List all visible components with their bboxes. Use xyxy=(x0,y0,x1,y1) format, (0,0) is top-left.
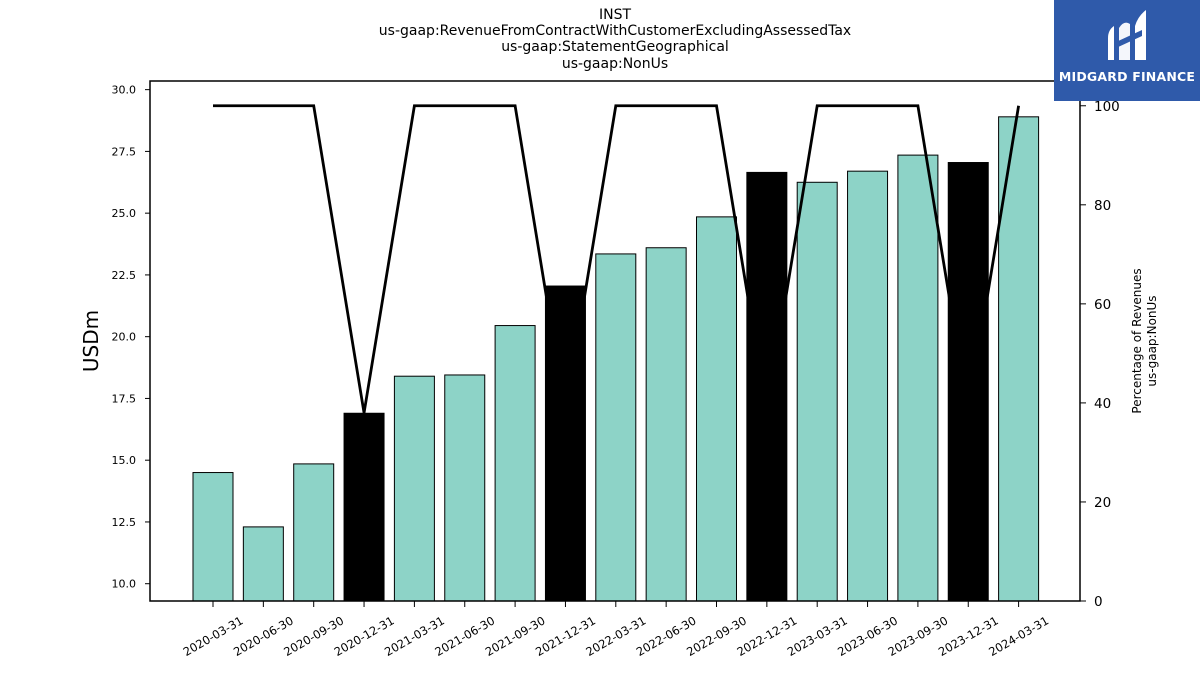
y-tick-label: 25.0 xyxy=(112,207,137,220)
y2-axis-label-line-1: Percentage of Revenues xyxy=(1130,268,1144,413)
chart-title-line-2: us-gaap:RevenueFromContractWithCustomerE… xyxy=(378,23,852,39)
y-tick-label: 20.0 xyxy=(112,331,137,344)
y-tick-label: 15.0 xyxy=(112,454,137,467)
bar-2020-09-30 xyxy=(293,463,335,602)
y2-tick-label: 20 xyxy=(1094,495,1111,511)
chart-title-line-4: us-gaap:NonUs xyxy=(561,56,669,72)
bar-2023-03-31 xyxy=(796,181,838,602)
y-tick-label: 30.0 xyxy=(112,84,137,97)
y2-axis-label-line-2: us-gaap:NonUs xyxy=(1145,295,1159,386)
y-tick-label: 17.5 xyxy=(112,392,137,405)
bar-2024-03-31 xyxy=(998,116,1040,602)
logo-text: MIDGARD FINANCE xyxy=(1058,69,1196,84)
y2-tick-label: 60 xyxy=(1094,297,1111,313)
midgard-logo-icon xyxy=(1108,10,1146,61)
bar-2022-12-31 xyxy=(746,171,788,602)
bar-2022-03-31 xyxy=(595,253,637,602)
y2-tick-label: 40 xyxy=(1094,396,1111,412)
y-axis-label: USDm xyxy=(79,310,103,372)
bar-2021-06-30 xyxy=(444,374,486,602)
bar-2023-09-30 xyxy=(897,154,939,602)
bar-2023-06-30 xyxy=(847,170,889,602)
bar-2023-12-31 xyxy=(947,162,989,602)
bar-2022-09-30 xyxy=(696,216,737,602)
y2-tick-label: 80 xyxy=(1094,198,1111,214)
y-tick-label: 27.5 xyxy=(112,145,137,158)
percentage-line xyxy=(213,104,1020,414)
midgard-finance-logo: MIDGARD FINANCE xyxy=(1054,0,1200,101)
bar-2020-03-31 xyxy=(192,472,234,602)
y2-tick-label: 100 xyxy=(1094,99,1120,115)
y-tick-label: 22.5 xyxy=(112,269,137,282)
y-tick-label: 12.5 xyxy=(112,516,137,529)
bar-2020-12-31 xyxy=(343,412,385,602)
plot-frame xyxy=(149,80,1081,602)
chart-title-line-3: us-gaap:StatementGeographical xyxy=(501,39,729,55)
bar-2022-06-30 xyxy=(645,247,687,602)
chart-title-line-1: INST xyxy=(598,7,632,23)
y-tick-label: 10.0 xyxy=(112,578,137,591)
y2-tick-label: 0 xyxy=(1094,594,1103,610)
bar-2020-06-30 xyxy=(242,526,284,602)
bar-2021-03-31 xyxy=(393,375,435,602)
bar-2021-09-30 xyxy=(494,325,536,602)
